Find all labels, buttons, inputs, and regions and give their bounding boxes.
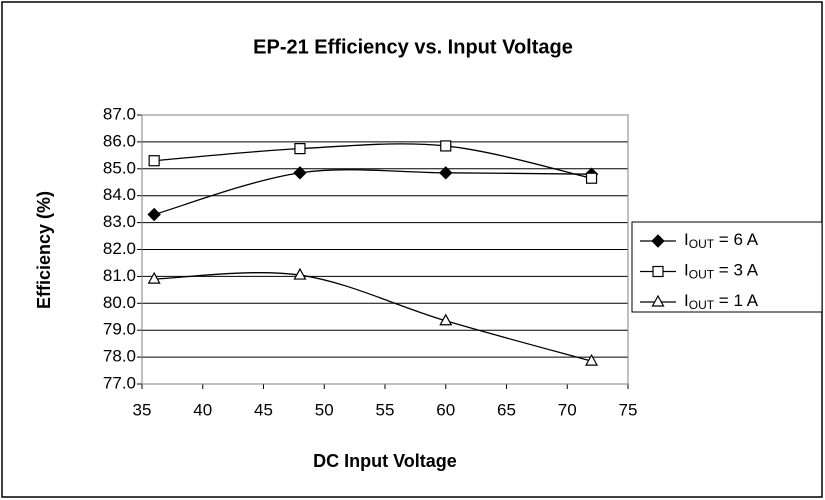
x-tick-label: 55 — [376, 400, 395, 419]
x-tick-label: 60 — [436, 400, 455, 419]
x-tick-label: 45 — [254, 400, 273, 419]
x-tick-label: 50 — [315, 400, 334, 419]
y-axis-label: Efficiency (%) — [34, 191, 54, 309]
legend-marker — [651, 234, 665, 248]
y-tick-label: 87.0 — [103, 104, 136, 123]
x-tick-label: 75 — [619, 400, 638, 419]
plot-area — [141, 114, 629, 385]
legend-label-part: = 3 A — [714, 261, 759, 280]
legend-label: IOUT = 3 A — [684, 261, 759, 282]
legend-box — [631, 221, 823, 313]
legend-marker — [652, 265, 664, 278]
y-tick-label: 83.0 — [103, 212, 136, 231]
chart-title: EP-21 Efficiency vs. Input Voltage — [253, 36, 573, 58]
marker — [293, 166, 307, 180]
legend-marker — [651, 294, 665, 307]
marker — [147, 207, 161, 222]
marker — [293, 267, 307, 280]
legend-label-sub: OUT — [689, 237, 715, 251]
x-tick-label: 65 — [497, 400, 516, 419]
legend-label-part: I — [684, 230, 689, 249]
y-tick-label: 80.0 — [103, 293, 136, 312]
marker — [439, 313, 453, 326]
series-line — [153, 169, 592, 216]
marker — [440, 140, 452, 152]
legend-label-sub: OUT — [689, 268, 715, 282]
y-tick-label: 82.0 — [103, 239, 136, 258]
marker — [148, 155, 160, 167]
legend-label-sub: OUT — [689, 298, 715, 312]
marker — [147, 271, 161, 284]
y-tick-label: 77.0 — [103, 373, 136, 392]
marker — [585, 353, 599, 366]
y-tick-label: 81.0 — [103, 266, 136, 285]
x-tick-label: 35 — [133, 400, 152, 419]
series-line — [154, 272, 592, 362]
legend-label-part: I — [684, 261, 689, 280]
legend-label-part: = 6 A — [714, 230, 759, 249]
y-tick-label: 78.0 — [103, 347, 136, 366]
y-tick-label: 85.0 — [103, 158, 136, 177]
y-tick-label: 79.0 — [103, 320, 136, 339]
series-line — [154, 143, 592, 179]
x-tick-label: 40 — [193, 400, 212, 419]
x-tick-label: 70 — [558, 400, 577, 419]
legend-label: IOUT = 1 A — [684, 291, 759, 312]
legend-label: IOUT = 6 A — [684, 230, 759, 251]
marker — [439, 166, 453, 180]
legend-label-part: = 1 A — [714, 291, 759, 310]
y-tick-label: 84.0 — [103, 185, 136, 204]
x-axis-label: DC Input Voltage — [313, 451, 457, 471]
y-tick-label: 86.0 — [103, 131, 136, 150]
marker — [294, 143, 306, 155]
legend-label-part: I — [684, 291, 689, 310]
marker — [585, 172, 598, 184]
